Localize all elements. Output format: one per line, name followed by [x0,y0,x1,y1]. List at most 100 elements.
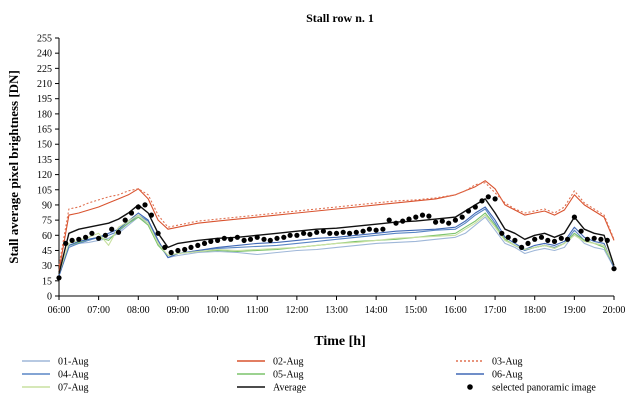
panoramic-image-marker [380,226,386,232]
panoramic-image-marker [208,238,214,244]
panoramic-image-marker [519,244,525,250]
panoramic-image-marker [56,275,62,281]
series-line-03-aug [58,182,615,266]
legend-marker-swatch [467,384,473,390]
panoramic-image-marker [188,244,194,250]
panoramic-image-marker [267,237,273,243]
panoramic-image-marker [446,220,452,226]
x-tick-label: 08:00 [127,305,150,316]
chart-legend: 01-Aug 02-Aug 03-Aug 04-Aug 05-Aug 06-Aug 07-A… [22,357,596,394]
panoramic-image-marker [241,237,247,243]
panoramic-image-marker [366,226,372,232]
panoramic-image-marker [102,232,108,238]
y-tick-label: 240 [37,49,52,60]
panoramic-image-marker [360,228,366,234]
y-tick-label: 45 [42,246,52,257]
panoramic-image-marker [479,198,485,204]
y-tick-label: 75 [42,216,52,227]
x-tick-label: 09:00 [167,305,190,316]
y-tick-label: 30 [42,261,52,272]
legend-label: Average [273,383,307,394]
panoramic-image-marker [558,235,564,241]
panoramic-image-marker [162,244,168,250]
panoramic-image-marker [353,229,359,235]
y-tick-label: 120 [37,170,52,181]
chart-axes: 0 15 30 45 60 75 90 105 120 135 150 165 180 195 210 225… [37,34,625,317]
y-tick-label: 165 [37,125,52,136]
panoramic-image-marker [175,247,181,254]
panoramic-image-marker [545,237,551,243]
panoramic-image-marker [439,218,445,224]
x-tick-label: 15:00 [404,305,427,316]
panoramic-image-marker [512,237,518,243]
panoramic-image-marker [89,230,95,236]
y-axis-label: Stall average pixel brightness [DN] [6,70,21,264]
panoramic-image-marker [532,236,538,242]
legend-label: selected panoramic image [492,383,596,394]
panoramic-image-marker [373,227,379,233]
x-axis-label: Time [h] [314,334,365,349]
x-tick-label: 10:00 [206,305,229,316]
panoramic-image-marker [221,235,227,241]
x-tick-label: 16:00 [444,305,467,316]
panoramic-image-marker [591,235,597,241]
panoramic-image-marker [327,230,333,236]
panoramic-image-marker [347,230,353,236]
panoramic-image-marker [465,208,472,214]
chart-markers [56,194,617,281]
chart-title: Stall row n. 1 [306,11,374,25]
panoramic-image-marker [525,240,531,246]
y-tick-label: 90 [42,200,52,211]
y-tick-label: 60 [42,231,52,242]
chart-series [58,180,615,276]
panoramic-image-marker [584,236,591,242]
panoramic-image-marker [578,228,584,234]
panoramic-image-marker [287,232,293,238]
panoramic-image-marker [115,229,122,235]
panoramic-image-marker [505,234,511,240]
panoramic-image-marker [201,240,208,246]
x-tick-label: 11:00 [246,305,268,316]
series-line-01-aug [58,216,615,276]
legend-label: 01-Aug [58,357,89,368]
panoramic-image-marker [294,232,300,238]
panoramic-image-marker [63,240,69,246]
legend-label: 05-Aug [273,370,304,381]
panoramic-image-marker [128,210,135,216]
panoramic-image-marker [234,234,240,240]
panoramic-image-marker [499,230,505,236]
panoramic-image-marker [142,202,148,208]
panoramic-image-marker [419,212,426,218]
panoramic-image-marker [413,214,419,220]
legend-label: 06-Aug [492,370,523,381]
panoramic-image-marker [333,230,340,236]
panoramic-image-marker [76,236,82,242]
panoramic-image-marker [426,213,432,219]
x-tick-label: 14:00 [365,305,388,316]
panoramic-image-marker [598,236,604,242]
panoramic-image-marker [400,218,406,224]
y-tick-label: 0 [47,292,52,303]
panoramic-image-marker [168,249,174,256]
legend-label: 07-Aug [58,383,89,394]
panoramic-image-marker [307,231,313,237]
panoramic-image-marker [281,234,287,240]
panoramic-image-marker [571,214,578,220]
y-tick-label: 180 [37,109,52,120]
panoramic-image-marker [340,229,346,235]
y-tick-label: 15 [42,276,52,287]
y-tick-label: 105 [37,185,52,196]
series-line-average [58,198,615,274]
panoramic-image-marker [320,228,326,234]
panoramic-image-marker [433,219,439,225]
panoramic-image-marker [393,220,399,226]
panoramic-image-marker [228,236,234,242]
panoramic-image-marker [195,242,201,248]
panoramic-image-marker [452,217,458,223]
series-line-07-aug [58,214,615,274]
legend-label: 02-Aug [273,357,304,368]
x-tick-label: 20:00 [603,305,626,316]
panoramic-image-marker [314,229,320,235]
panoramic-image-marker [406,216,412,222]
